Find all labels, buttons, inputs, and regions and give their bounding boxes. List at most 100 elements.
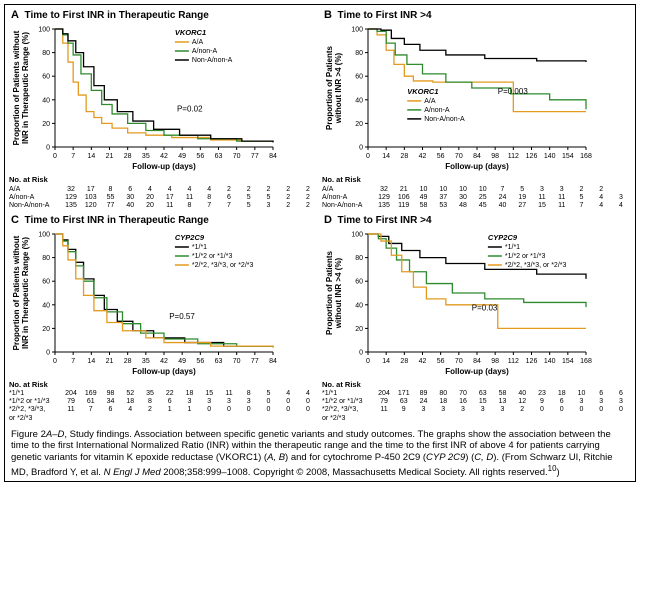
risk-title: No. at Risk [322,176,631,185]
panel-c: C Time to First INR in Therapeutic Range… [9,214,318,423]
svg-text:42: 42 [160,358,168,365]
svg-text:100: 100 [38,231,50,238]
svg-text:21: 21 [106,358,114,365]
risk-row: *2/*2, *3/*3,11933333200000 [322,406,631,414]
panel-title: A Time to First INR in Therapeutic Range [11,9,318,21]
svg-text:14: 14 [87,358,95,365]
svg-text:40: 40 [42,302,50,309]
risk-row: or *2/*3 [322,415,631,423]
svg-text:Proportion of Patients without: Proportion of Patients without [12,235,21,350]
svg-text:70: 70 [233,153,241,160]
svg-text:77: 77 [251,358,259,365]
svg-text:98: 98 [491,358,499,365]
svg-text:80: 80 [42,50,50,57]
risk-table: No. at RiskA/A322110101010753322A/non-A1… [322,176,631,210]
svg-text:0: 0 [359,145,363,152]
svg-text:56: 56 [196,153,204,160]
svg-text:28: 28 [124,153,132,160]
svg-text:Follow-up (days): Follow-up (days) [132,162,196,171]
svg-text:CYP2C9: CYP2C9 [175,233,205,242]
cap-cyp: CYP 2C9 [426,452,465,463]
svg-text:0: 0 [53,358,57,365]
cap-journal: N Engl J Med [104,467,161,478]
svg-text:Follow-up (days): Follow-up (days) [445,162,509,171]
svg-text:80: 80 [355,255,363,262]
svg-text:14: 14 [382,358,390,365]
svg-text:56: 56 [437,153,445,160]
panel-d: D Time to First INR >4020406080100014284… [322,214,631,423]
svg-text:140: 140 [544,358,556,365]
svg-text:56: 56 [437,358,445,365]
svg-text:*1/*1: *1/*1 [505,244,520,251]
svg-text:20: 20 [42,326,50,333]
svg-text:84: 84 [269,153,277,160]
svg-text:63: 63 [215,153,223,160]
svg-text:126: 126 [526,153,538,160]
svg-text:154: 154 [562,358,574,365]
svg-text:0: 0 [46,349,50,356]
svg-text:42: 42 [160,153,168,160]
svg-text:VKORC1: VKORC1 [407,87,438,96]
risk-row: Non-A/non-A1351195853484540271511744 [322,202,631,210]
svg-text:40: 40 [355,302,363,309]
svg-text:Proportion of Patients without: Proportion of Patients without [12,30,21,145]
svg-text:80: 80 [355,50,363,57]
svg-text:P=0.03: P=0.03 [472,303,498,312]
svg-text:70: 70 [455,358,463,365]
cap-t6: ) [556,467,559,478]
risk-row: *1/*2 or *1/*3796324181615131296333 [322,398,631,406]
svg-text:*2/*2, *3/*3, or *2/*3: *2/*2, *3/*3, or *2/*3 [192,262,254,269]
cap-t3: ) ( [465,452,474,463]
svg-text:49: 49 [178,153,186,160]
risk-row: *1/*120417189807063584023181066 [322,390,631,398]
svg-text:7: 7 [71,153,75,160]
svg-text:80: 80 [42,255,50,262]
svg-text:P=0.02: P=0.02 [177,105,203,114]
svg-text:20: 20 [42,121,50,128]
svg-text:P=0.57: P=0.57 [169,312,195,321]
svg-text:60: 60 [355,278,363,285]
cap-fig: Figure 2 [11,429,46,440]
risk-row: or *2/*3 [9,415,318,423]
svg-text:21: 21 [106,153,114,160]
svg-text:100: 100 [351,231,363,238]
svg-text:60: 60 [42,278,50,285]
svg-text:CYP2C9: CYP2C9 [488,233,518,242]
svg-text:100: 100 [351,27,363,34]
figure-container: A Time to First INR in Therapeutic Range… [4,4,636,482]
risk-row: A/A322110101010753322 [322,186,631,194]
svg-text:14: 14 [87,153,95,160]
svg-text:168: 168 [580,358,592,365]
svg-text:*1/*2 or *1/*3: *1/*2 or *1/*3 [192,253,233,260]
svg-text:INR in Therapeutic Range (%): INR in Therapeutic Range (%) [21,236,30,348]
svg-text:35: 35 [142,153,150,160]
chart-svg: 020406080100071421283542495663707784Foll… [9,23,281,173]
risk-row: *1/*1204169985235221815118544 [9,390,318,398]
svg-text:0: 0 [53,153,57,160]
svg-text:A/A: A/A [192,39,204,46]
risk-row: Non-A/non-A135120774020118775322 [9,202,318,210]
svg-text:Follow-up (days): Follow-up (days) [132,367,196,376]
panel-grid: A Time to First INR in Therapeutic Range… [9,9,631,423]
cap-ab: A, B [267,452,285,463]
svg-text:60: 60 [42,74,50,81]
svg-text:40: 40 [355,97,363,104]
svg-text:7: 7 [71,358,75,365]
svg-text:P=0.003: P=0.003 [498,87,529,96]
svg-text:40: 40 [42,97,50,104]
svg-text:Follow-up (days): Follow-up (days) [445,367,509,376]
svg-text:84: 84 [473,153,481,160]
svg-text:35: 35 [142,358,150,365]
svg-text:Non-A/non-A: Non-A/non-A [424,116,465,123]
risk-row: *2/*2, *3/*3,11764211000000 [9,406,318,414]
risk-row: A/A321786444422222 [9,186,318,194]
svg-text:56: 56 [196,358,204,365]
cap-ad: A–D [46,429,64,440]
cap-cd: C, D [474,452,493,463]
figure-caption: Figure 2A–D, Study findings. Association… [9,429,631,480]
svg-text:168: 168 [580,153,592,160]
svg-text:A/non-A: A/non-A [192,48,218,55]
svg-text:70: 70 [455,153,463,160]
risk-row: *1/*2 or *1/*379613418863333000 [9,398,318,406]
risk-row: A/non-A1291064937302524191111543 [322,194,631,202]
